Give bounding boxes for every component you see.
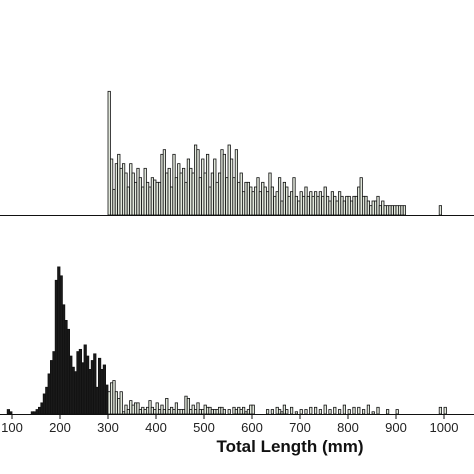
lower-light-bar: [174, 402, 178, 415]
lower-light-bar: [366, 404, 371, 415]
lower-light-bar: [347, 409, 351, 415]
upper-light-bar: [438, 205, 443, 216]
upper-light-bar: [402, 205, 407, 216]
lower-light-bar: [395, 409, 399, 415]
lower-dark-bar: [9, 411, 13, 415]
x-tick-label: 800: [337, 420, 359, 435]
lower-light-bar: [313, 406, 318, 415]
lower-light-bar: [265, 409, 270, 415]
lower-light-bar: [352, 406, 356, 415]
x-tick-label: 100: [1, 420, 23, 435]
lower-light-bar: [155, 402, 159, 415]
lower-light-bar: [186, 397, 190, 415]
lower-dark-bar: [93, 353, 97, 415]
lower-light-bar: [376, 406, 380, 415]
lower-light-bar: [165, 397, 169, 415]
lower-light-bar: [196, 402, 200, 415]
upper-histogram-panel: [0, 90, 474, 216]
x-tick-label: 500: [193, 420, 215, 435]
x-tick-label: 1000: [430, 420, 459, 435]
upper-light-bar: [277, 177, 282, 216]
lower-light-bar: [328, 409, 332, 415]
lower-light-bar: [241, 406, 246, 415]
lower-light-bar: [443, 406, 447, 415]
lower-light-bar: [357, 406, 361, 415]
lower-light-bar: [333, 406, 337, 415]
lower-light-bar: [361, 409, 366, 415]
lower-histogram-panel: [0, 266, 474, 415]
lower-light-bar: [371, 411, 375, 415]
x-tick-label: 300: [97, 420, 119, 435]
lower-light-bar: [227, 409, 231, 415]
lower-light-bar: [251, 404, 255, 415]
upper-light-bar: [110, 158, 114, 216]
x-tick-label: 600: [241, 420, 263, 435]
lower-light-bar: [289, 406, 294, 415]
upper-light-bar: [107, 90, 111, 216]
lower-light-bar: [294, 411, 299, 415]
lower-light-bar: [222, 409, 226, 415]
x-tick-label: 200: [49, 420, 71, 435]
x-tick-label: 700: [289, 420, 311, 435]
x-tick-label: 400: [145, 420, 167, 435]
x-axis: 100 200 300 400 500 600 700 800 900 1000: [1, 414, 458, 435]
lower-light-bar: [318, 409, 323, 415]
lower-light-bar: [438, 406, 443, 415]
lower-light-bar: [285, 409, 289, 415]
lower-light-bar: [385, 409, 390, 415]
x-tick-label: 900: [385, 420, 407, 435]
lower-light-bar: [119, 391, 123, 415]
lower-light-bar: [323, 404, 327, 415]
x-axis-title: Total Length (mm): [217, 437, 364, 456]
lower-light-bar: [270, 409, 275, 415]
lower-light-bar: [304, 409, 308, 415]
lower-light-bar: [299, 409, 303, 415]
lower-light-bar: [342, 404, 347, 415]
lower-light-bar: [337, 409, 342, 415]
lower-light-bar: [136, 402, 140, 415]
lower-light-bar: [309, 406, 313, 415]
upper-light-bar: [205, 153, 210, 216]
